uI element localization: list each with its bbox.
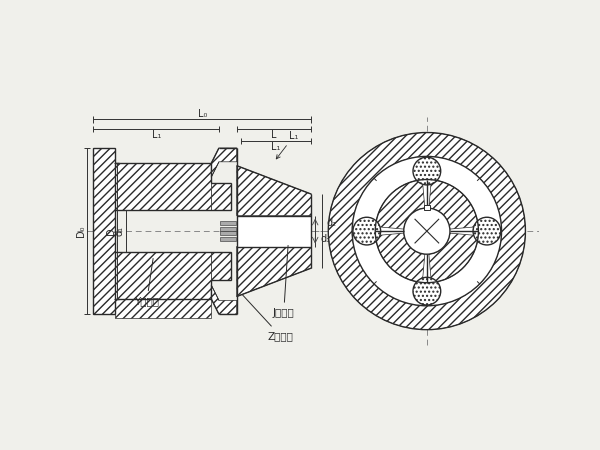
Text: Z型轴孔: Z型轴孔: [242, 295, 293, 341]
Circle shape: [353, 217, 380, 245]
Circle shape: [375, 180, 478, 283]
Bar: [211, 183, 230, 210]
Text: D₀: D₀: [76, 225, 86, 237]
Wedge shape: [376, 180, 425, 229]
Bar: [115, 299, 211, 318]
Circle shape: [473, 217, 501, 245]
Circle shape: [413, 277, 441, 305]
Bar: [220, 221, 236, 225]
Polygon shape: [236, 166, 311, 216]
Text: L₁: L₁: [276, 130, 299, 159]
Bar: [236, 216, 311, 247]
Text: d₁: d₁: [115, 226, 125, 236]
Bar: [211, 252, 230, 279]
Text: Y型轴孔: Y型轴孔: [134, 258, 159, 306]
Bar: [115, 163, 211, 210]
Text: L: L: [271, 130, 277, 140]
Bar: [115, 163, 211, 183]
Text: d₁: d₁: [320, 234, 331, 244]
Wedge shape: [429, 233, 478, 283]
Text: L₁: L₁: [152, 130, 161, 140]
Circle shape: [404, 208, 450, 254]
Bar: [94, 148, 115, 314]
Text: J型轴孔: J型轴孔: [273, 245, 295, 318]
Wedge shape: [429, 180, 478, 229]
Text: L₁: L₁: [271, 142, 281, 152]
Bar: [424, 205, 430, 210]
Polygon shape: [211, 148, 236, 177]
Circle shape: [413, 157, 441, 185]
Text: D: D: [106, 227, 116, 235]
Circle shape: [352, 157, 502, 306]
Wedge shape: [376, 233, 425, 283]
Wedge shape: [328, 133, 526, 330]
Polygon shape: [236, 247, 311, 297]
Text: L₀: L₀: [198, 109, 207, 119]
Bar: [220, 237, 236, 241]
Polygon shape: [211, 285, 236, 314]
Bar: [220, 231, 236, 235]
Bar: [115, 252, 211, 299]
Text: d₂: d₂: [327, 218, 337, 229]
Bar: [220, 227, 236, 231]
